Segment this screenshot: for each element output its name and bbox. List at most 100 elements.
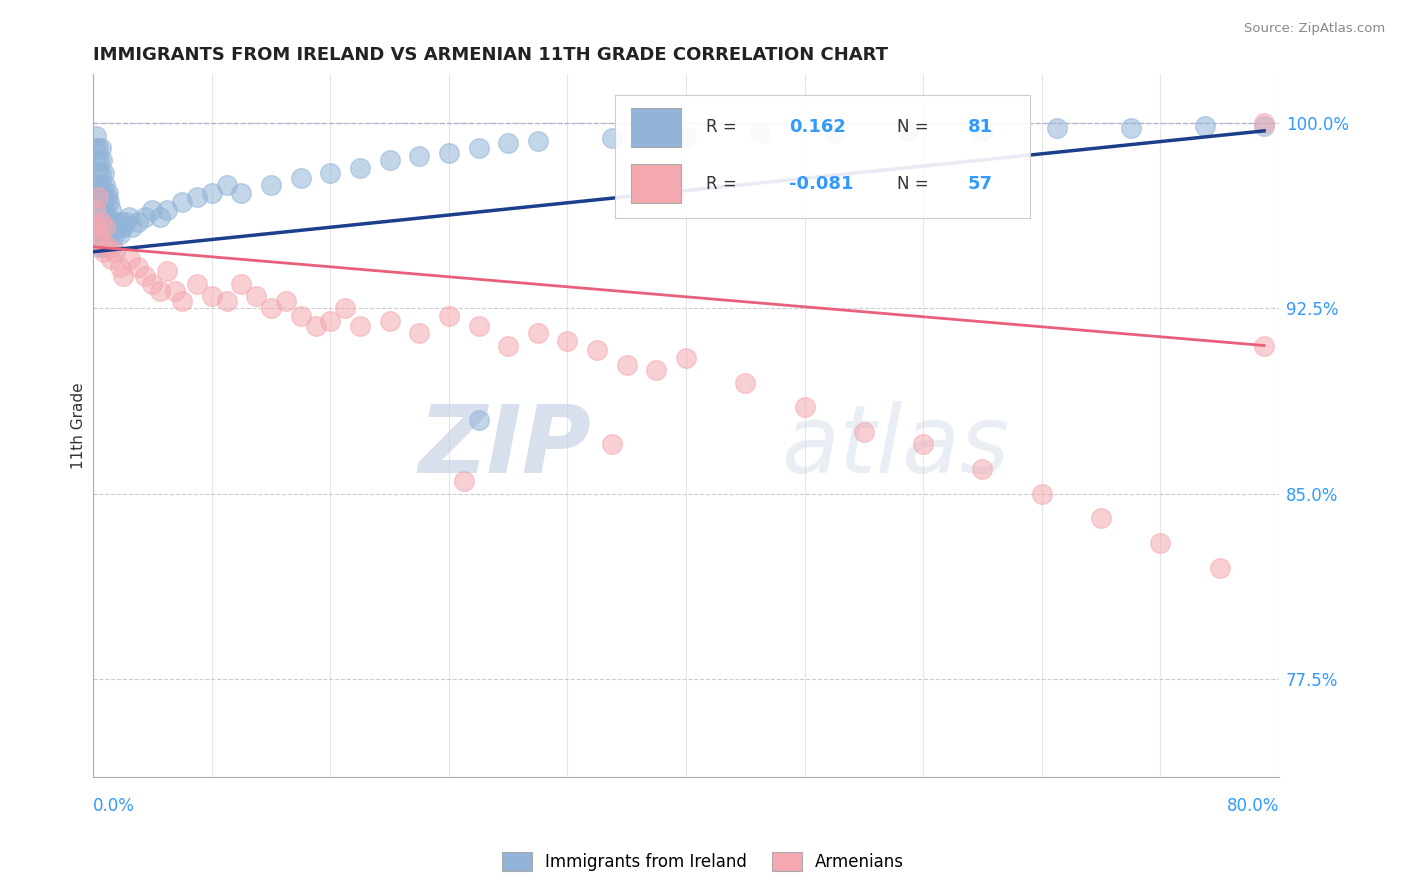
Point: [186, 277, 208, 291]
Point: [467, 318, 489, 333]
Point: [1031, 486, 1053, 500]
Point: [87, 227, 110, 242]
Point: [149, 211, 172, 225]
Point: [186, 190, 208, 204]
Point: [1194, 119, 1216, 133]
Point: [496, 136, 519, 151]
Point: [121, 220, 143, 235]
Point: [87, 178, 110, 193]
Point: [90, 215, 112, 229]
Point: [972, 124, 994, 138]
Point: [97, 211, 120, 225]
Point: [127, 215, 149, 229]
Point: [201, 289, 224, 303]
Point: [852, 425, 875, 439]
Point: [467, 141, 489, 155]
Point: [1253, 119, 1275, 133]
Point: [972, 462, 994, 476]
Point: [467, 412, 489, 426]
Text: atlas: atlas: [780, 401, 1010, 492]
Point: [172, 195, 194, 210]
Point: [600, 131, 623, 145]
Point: [453, 474, 475, 488]
Point: [97, 235, 120, 249]
Text: IMMIGRANTS FROM IRELAND VS ARMENIAN 11TH GRADE CORRELATION CHART: IMMIGRANTS FROM IRELAND VS ARMENIAN 11TH…: [93, 46, 889, 64]
Point: [100, 202, 122, 217]
Point: [86, 190, 108, 204]
Point: [108, 227, 131, 242]
Point: [734, 376, 756, 390]
Point: [156, 264, 179, 278]
Point: [897, 124, 920, 138]
Point: [120, 252, 142, 267]
Point: [675, 128, 697, 143]
Point: [98, 195, 121, 210]
Point: [215, 178, 238, 193]
Point: [93, 244, 115, 259]
Point: [245, 289, 267, 303]
Point: [100, 252, 122, 267]
Point: [231, 277, 253, 291]
Point: [645, 363, 668, 377]
Point: [94, 227, 117, 242]
Point: [134, 269, 156, 284]
Point: [97, 240, 120, 254]
Point: [94, 220, 117, 235]
Point: [260, 301, 283, 316]
Point: [378, 314, 401, 328]
Point: [304, 318, 326, 333]
Legend: Immigrants from Ireland, Armenians: Immigrants from Ireland, Armenians: [494, 843, 912, 880]
Point: [86, 215, 108, 229]
Point: [94, 202, 117, 217]
Point: [1149, 536, 1171, 550]
Point: [96, 215, 118, 229]
Point: [86, 190, 108, 204]
Point: [319, 314, 342, 328]
Point: [496, 338, 519, 352]
Point: [84, 128, 107, 143]
Point: [163, 284, 186, 298]
Point: [437, 309, 460, 323]
Point: [333, 301, 356, 316]
Point: [749, 126, 772, 140]
Text: 80.0%: 80.0%: [1226, 797, 1279, 815]
Point: [86, 166, 108, 180]
Point: [86, 141, 108, 155]
Point: [823, 126, 845, 140]
Point: [91, 202, 114, 217]
Point: [349, 161, 371, 175]
Point: [90, 227, 112, 242]
Point: [149, 284, 172, 298]
Point: [87, 202, 110, 217]
Point: [437, 146, 460, 161]
Point: [93, 190, 115, 204]
Point: [91, 235, 114, 249]
Point: [107, 220, 129, 235]
Point: [231, 186, 253, 200]
Point: [912, 437, 935, 451]
Point: [319, 166, 342, 180]
Point: [94, 178, 117, 193]
Point: [90, 190, 112, 204]
Point: [600, 437, 623, 451]
Point: [105, 215, 128, 229]
Point: [1253, 338, 1275, 352]
Text: 0.0%: 0.0%: [93, 797, 135, 815]
Point: [96, 190, 118, 204]
Point: [616, 358, 638, 372]
Point: [101, 240, 124, 254]
Point: [98, 220, 121, 235]
Point: [290, 170, 312, 185]
Point: [527, 134, 550, 148]
Point: [87, 153, 110, 168]
Text: Source: ZipAtlas.com: Source: ZipAtlas.com: [1244, 22, 1385, 36]
Point: [793, 400, 815, 414]
Point: [87, 240, 110, 254]
Point: [408, 148, 430, 162]
Point: [90, 215, 112, 229]
Point: [557, 334, 579, 348]
Point: [93, 240, 115, 254]
Point: [378, 153, 401, 168]
Point: [172, 294, 194, 309]
Point: [141, 202, 163, 217]
